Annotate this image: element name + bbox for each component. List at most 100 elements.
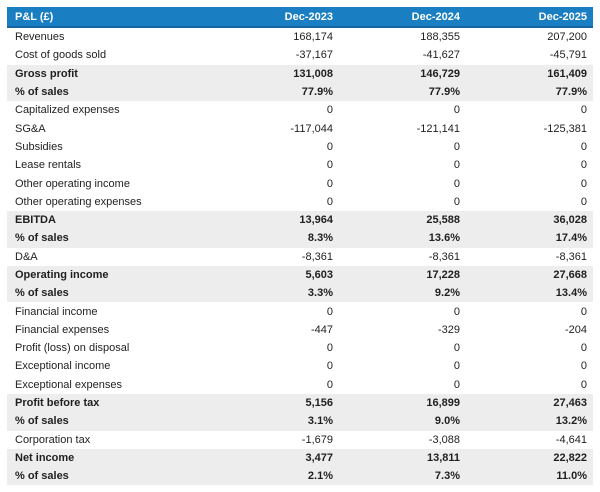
value-cell: 36,028: [466, 210, 593, 230]
value-cell: 0: [466, 302, 593, 321]
table-row: % of sales 8.3% 13.6% 17.4%: [7, 229, 593, 248]
row-label-cell: Cost of goods sold: [7, 46, 212, 65]
value-cell: 3.1%: [212, 412, 339, 431]
pnl-table-container: P&L (£) Dec-2023 Dec-2024 Dec-2025 Reven…: [7, 7, 593, 486]
value-cell: -204: [466, 320, 593, 340]
value-cell: 3.3%: [212, 284, 339, 303]
table-row: Cost of goods sold -37,167 -41,627 -45,791: [7, 46, 593, 65]
value-cell: 8.3%: [212, 229, 339, 248]
value-cell: 207,200: [466, 27, 593, 47]
value-cell: 0: [339, 192, 466, 211]
value-cell: -37,167: [212, 46, 339, 65]
header-dec-2025: Dec-2025: [466, 7, 593, 28]
table-row: % of sales 2.1% 7.3% 11.0%: [7, 467, 593, 486]
value-cell: 13.2%: [466, 412, 593, 431]
value-cell: -8,361: [466, 247, 593, 266]
value-cell: -117,044: [212, 119, 339, 138]
table-row: % of sales 3.3% 9.2% 13.4%: [7, 284, 593, 303]
value-cell: 0: [339, 339, 466, 358]
table-row: Exceptional income 0 0 0: [7, 357, 593, 376]
row-label-cell: Gross profit: [7, 64, 212, 83]
value-cell: 0: [339, 302, 466, 321]
row-label-cell: Subsidies: [7, 137, 212, 157]
table-header: P&L (£) Dec-2023 Dec-2024 Dec-2025: [7, 7, 593, 28]
row-label-cell: Exceptional income: [7, 357, 212, 376]
value-cell: 0: [466, 101, 593, 120]
value-cell: -8,361: [339, 247, 466, 266]
value-cell: 13.4%: [466, 284, 593, 303]
value-cell: 13,811: [339, 448, 466, 468]
value-cell: 27,463: [466, 393, 593, 413]
row-label-cell: Financial income: [7, 302, 212, 321]
table-row: Corporation tax -1,679 -3,088 -4,641: [7, 430, 593, 449]
value-cell: 0: [339, 375, 466, 394]
row-label-cell: Profit (loss) on disposal: [7, 339, 212, 358]
value-cell: 0: [466, 174, 593, 193]
value-cell: -3,088: [339, 430, 466, 449]
value-cell: -1,679: [212, 430, 339, 449]
value-cell: -45,791: [466, 46, 593, 65]
row-label-cell: Net income: [7, 448, 212, 468]
table-row: Operating income 5,603 17,228 27,668: [7, 265, 593, 285]
row-label-cell: Exceptional expenses: [7, 375, 212, 394]
value-cell: 168,174: [212, 27, 339, 47]
table-row: Lease rentals 0 0 0: [7, 156, 593, 175]
row-label-cell: % of sales: [7, 82, 212, 102]
value-cell: 0: [339, 156, 466, 175]
value-cell: 0: [466, 137, 593, 157]
value-cell: 0: [466, 156, 593, 175]
value-cell: 0: [339, 101, 466, 120]
value-cell: 161,409: [466, 64, 593, 83]
value-cell: -8,361: [212, 247, 339, 266]
value-cell: 0: [212, 302, 339, 321]
row-label-cell: EBITDA: [7, 210, 212, 230]
row-label-cell: Lease rentals: [7, 156, 212, 175]
value-cell: 77.9%: [339, 82, 466, 102]
header-pnl-currency: P&L (£): [7, 7, 212, 28]
value-cell: 5,156: [212, 393, 339, 413]
row-label-cell: Financial expenses: [7, 320, 212, 340]
value-cell: 0: [339, 174, 466, 193]
row-label-cell: % of sales: [7, 467, 212, 486]
value-cell: 9.0%: [339, 412, 466, 431]
value-cell: 17,228: [339, 265, 466, 285]
value-cell: 0: [212, 101, 339, 120]
row-label-cell: % of sales: [7, 284, 212, 303]
row-label-cell: Corporation tax: [7, 430, 212, 449]
table-row: Revenues 168,174 188,355 207,200: [7, 27, 593, 47]
value-cell: 0: [466, 339, 593, 358]
value-cell: 0: [212, 192, 339, 211]
table-row: Profit (loss) on disposal 0 0 0: [7, 339, 593, 358]
value-cell: 0: [212, 137, 339, 157]
value-cell: 13.6%: [339, 229, 466, 248]
row-label-cell: Other operating expenses: [7, 192, 212, 211]
value-cell: 0: [466, 375, 593, 394]
table-row: EBITDA 13,964 25,588 36,028: [7, 210, 593, 230]
table-row: % of sales 3.1% 9.0% 13.2%: [7, 412, 593, 431]
value-cell: 77.9%: [466, 82, 593, 102]
row-label-cell: % of sales: [7, 229, 212, 248]
value-cell: 11.0%: [466, 467, 593, 486]
value-cell: -121,141: [339, 119, 466, 138]
value-cell: 0: [212, 339, 339, 358]
table-row: Financial income 0 0 0: [7, 302, 593, 321]
row-label-cell: Operating income: [7, 265, 212, 285]
table-row: Financial expenses -447 -329 -204: [7, 320, 593, 340]
value-cell: 16,899: [339, 393, 466, 413]
value-cell: 3,477: [212, 448, 339, 468]
table-row: SG&A -117,044 -121,141 -125,381: [7, 119, 593, 138]
row-label-cell: SG&A: [7, 119, 212, 138]
value-cell: 188,355: [339, 27, 466, 47]
table-row: Profit before tax 5,156 16,899 27,463: [7, 393, 593, 413]
value-cell: 22,822: [466, 448, 593, 468]
value-cell: 0: [466, 192, 593, 211]
value-cell: 27,668: [466, 265, 593, 285]
header-row: P&L (£) Dec-2023 Dec-2024 Dec-2025: [7, 7, 593, 28]
header-dec-2024: Dec-2024: [339, 7, 466, 28]
value-cell: 2.1%: [212, 467, 339, 486]
value-cell: 131,008: [212, 64, 339, 83]
table-row: Net income 3,477 13,811 22,822: [7, 448, 593, 468]
table-row: Capitalized expenses 0 0 0: [7, 101, 593, 120]
value-cell: 9.2%: [339, 284, 466, 303]
value-cell: 0: [212, 357, 339, 376]
